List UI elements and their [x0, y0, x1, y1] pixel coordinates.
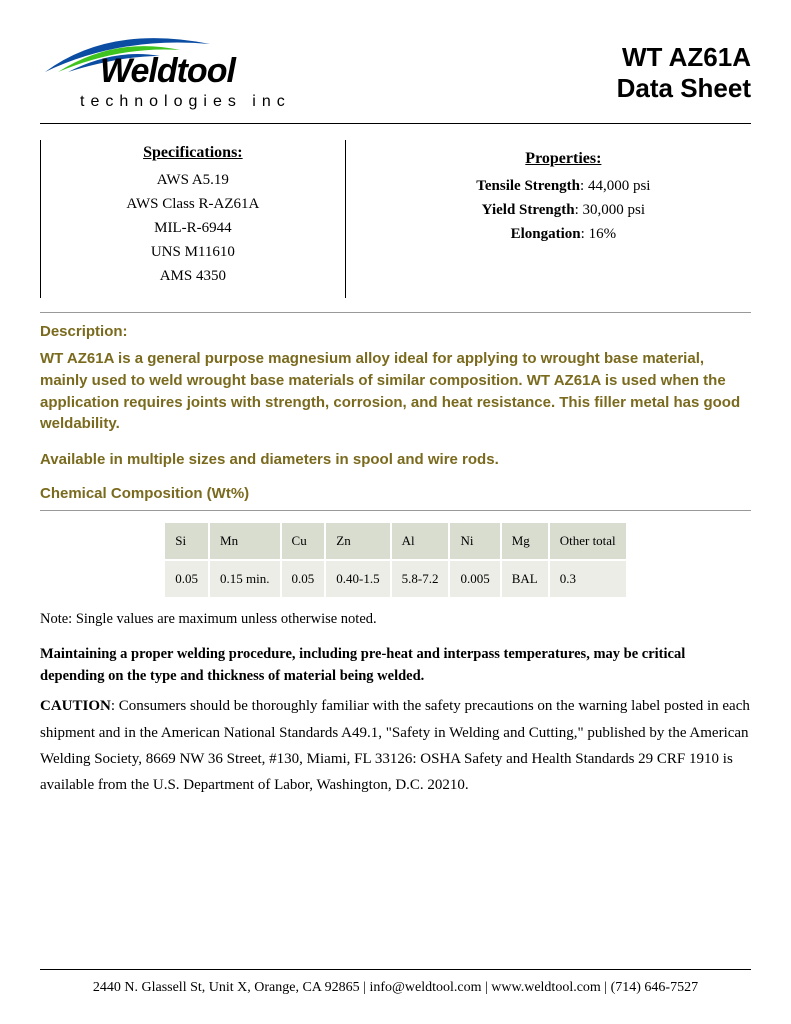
table-header-cell: Al [391, 522, 450, 560]
divider [40, 510, 751, 511]
property-item: Elongation: 16% [386, 222, 741, 246]
property-label: Elongation [511, 226, 581, 242]
spec-item: AMS 4350 [51, 264, 335, 288]
property-value: 30,000 psi [583, 202, 646, 218]
table-header-cell: Cu [281, 522, 326, 560]
spec-item: MIL-R-6944 [51, 216, 335, 240]
company-subtitle: technologies inc [80, 93, 291, 111]
table-header-cell: Zn [325, 522, 390, 560]
property-item: Tensile Strength: 44,000 psi [386, 174, 741, 198]
specifications-heading: Specifications: [51, 144, 335, 162]
table-header-cell: Other total [549, 522, 627, 560]
title-line-2: Data Sheet [617, 73, 751, 104]
property-item: Yield Strength: 30,000 psi [386, 198, 741, 222]
header: Weldtool technologies inc WT AZ61A Data … [40, 30, 751, 111]
spec-item: AWS A5.19 [51, 168, 335, 192]
chemical-composition-table: Si Mn Cu Zn Al Ni Mg Other total 0.05 0.… [163, 521, 627, 599]
table-cell: 5.8-7.2 [391, 560, 450, 598]
properties-column: Properties: Tensile Strength: 44,000 psi… [346, 140, 751, 298]
property-value: 16% [589, 226, 617, 242]
table-header-cell: Mn [209, 522, 280, 560]
table-cell: 0.05 [164, 560, 209, 598]
divider [40, 312, 751, 313]
table-cell: 0.15 min. [209, 560, 280, 598]
maintain-text: Maintaining a proper welding procedure, … [40, 644, 751, 688]
chemical-heading: Chemical Composition (Wt%) [40, 485, 751, 502]
table-header-row: Si Mn Cu Zn Al Ni Mg Other total [164, 522, 626, 560]
footer-text: 2440 N. Glassell St, Unit X, Orange, CA … [40, 980, 751, 996]
spec-item: AWS Class R-AZ61A [51, 192, 335, 216]
table-header-cell: Mg [501, 522, 549, 560]
logo-block: Weldtool technologies inc [40, 30, 291, 111]
table-cell: 0.3 [549, 560, 627, 598]
header-rule [40, 123, 751, 124]
chemical-note: Note: Single values are maximum unless o… [40, 611, 751, 628]
property-label: Yield Strength [482, 202, 575, 218]
availability-text: Available in multiple sizes and diameter… [40, 449, 751, 471]
title-line-1: WT AZ61A [617, 42, 751, 73]
table-cell: 0.40-1.5 [325, 560, 390, 598]
spec-item: UNS M11610 [51, 240, 335, 264]
caution-label: CAUTION [40, 698, 111, 714]
document-title: WT AZ61A Data Sheet [617, 42, 751, 104]
description-body: WT AZ61A is a general purpose magnesium … [40, 348, 751, 435]
specifications-column: Specifications: AWS A5.19 AWS Class R-AZ… [40, 140, 346, 298]
table-cell: BAL [501, 560, 549, 598]
caution-text: : Consumers should be thoroughly familia… [40, 698, 750, 793]
property-label: Tensile Strength [476, 178, 580, 194]
footer: 2440 N. Glassell St, Unit X, Orange, CA … [40, 969, 751, 996]
description-heading: Description: [40, 323, 751, 340]
caution-block: CAUTION: Consumers should be thoroughly … [40, 693, 751, 798]
table-cell: 0.05 [281, 560, 326, 598]
table-cell: 0.005 [449, 560, 500, 598]
company-name: Weldtool [100, 52, 291, 91]
specs-properties-row: Specifications: AWS A5.19 AWS Class R-AZ… [40, 140, 751, 298]
table-header-cell: Si [164, 522, 209, 560]
table-header-cell: Ni [449, 522, 500, 560]
table-row: 0.05 0.15 min. 0.05 0.40-1.5 5.8-7.2 0.0… [164, 560, 626, 598]
footer-rule [40, 969, 751, 970]
property-value: 44,000 psi [588, 178, 651, 194]
properties-heading: Properties: [386, 150, 741, 168]
